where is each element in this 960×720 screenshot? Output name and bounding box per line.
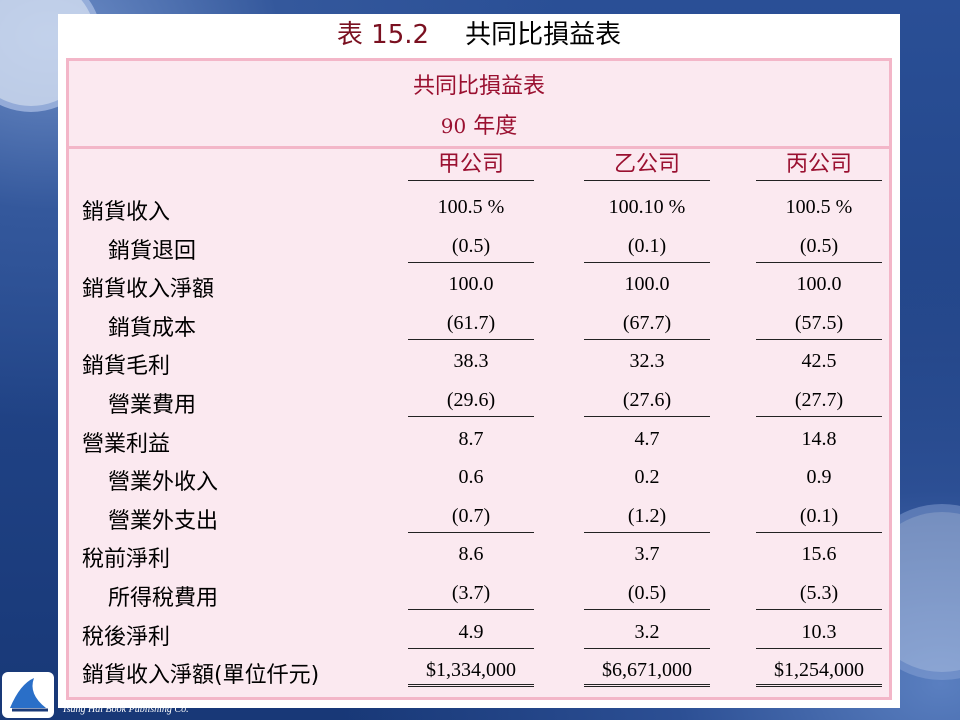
row-value-col-2: (0.5): [584, 582, 710, 610]
row-value-col-2: 0.2: [634, 466, 660, 489]
row-value-col-2: 32.3: [629, 350, 665, 373]
row-value-col-2: 3.2: [584, 621, 710, 649]
row-label: 所得稅費用: [108, 586, 219, 611]
row-label: 稅前淨利: [82, 547, 171, 573]
statement-row: 營業外支出 (0.7) (1.2) (0.1): [0, 497, 960, 535]
row-value-col-2: 4.7: [634, 427, 660, 450]
row-label: 營業利益: [82, 431, 171, 457]
row-value-col-1: 100.5 %: [437, 196, 505, 218]
statement-row: 銷貨收入淨額 100.0 100.0 100.0: [0, 265, 960, 303]
row-value-col-1: $1,334,000: [408, 659, 534, 688]
row-value-col-3: 42.5: [801, 350, 837, 373]
column-header-2: 乙公司: [584, 150, 710, 181]
statement-row: 營業外收入 0.6 0.2 0.9: [0, 458, 960, 496]
row-value-col-2: 3.7: [634, 543, 660, 566]
row-value-col-3: 100.5 %: [785, 196, 853, 218]
statement-row: 稅前淨利 8.6 3.7 15.6: [0, 535, 960, 573]
row-label: 營業費用: [108, 393, 197, 418]
publisher-name: Tsang Hai Book Publishing Co.: [62, 704, 189, 715]
row-value-col-3: 0.9: [806, 466, 832, 489]
row-value-col-1: (3.7): [408, 582, 534, 610]
row-value-col-1: 100.0: [448, 273, 494, 296]
row-value-col-3: 14.8: [801, 427, 837, 450]
row-value-col-1: (0.7): [408, 505, 534, 533]
row-value-col-2: (27.6): [584, 389, 710, 417]
year-suffix: 年度: [473, 114, 518, 139]
row-label: 營業外收入: [108, 470, 219, 496]
statement-row: 銷貨收入 100.5 % 100.10 % 100.5 %: [0, 188, 960, 226]
row-value-col-1: 0.6: [458, 466, 484, 489]
row-value-col-2: $6,671,000: [584, 659, 710, 688]
statement-panel: [66, 58, 892, 700]
row-label: 營業外支出: [108, 508, 219, 534]
row-value-col-3: (5.3): [756, 582, 882, 610]
row-value-col-1: 38.3: [453, 350, 489, 373]
row-value-col-1: 8.6: [458, 543, 484, 566]
row-value-col-2: (67.7): [584, 312, 710, 340]
row-value-col-2: 100.0: [624, 273, 670, 296]
row-value-col-1: 4.9: [408, 621, 534, 649]
row-label: 銷貨收入: [82, 200, 171, 225]
row-value-col-1: (0.5): [408, 235, 534, 263]
year-number: 90: [440, 114, 467, 138]
column-header-3: 丙公司: [756, 150, 882, 181]
statement-row: 銷貨收入淨額(單位仟元) $1,334,000 $6,671,000 $1,254,0…: [0, 651, 960, 689]
statement-row: 營業利益 8.7 4.7 14.8: [0, 420, 960, 458]
row-value-col-2: (1.2): [584, 505, 710, 533]
publisher-logo-icon: [2, 672, 54, 718]
table-number: 表 15.2: [336, 20, 430, 50]
row-value-col-2: 100.10 %: [608, 196, 686, 218]
statement-row: 所得稅費用 (3.7) (0.5) (5.3): [0, 574, 960, 612]
statement-row: 銷貨成本 (61.7) (67.7) (57.5): [0, 304, 960, 342]
row-value-col-3: 100.0: [796, 273, 842, 296]
slide-title: 表 15.2 共同比損益表: [58, 14, 900, 56]
row-value-col-3: (0.5): [756, 235, 882, 263]
statement-year: 90 年度: [66, 108, 892, 140]
row-label: 銷貨成本: [108, 315, 197, 341]
row-value-col-2: (0.1): [584, 235, 710, 263]
statement-row: 銷貨毛利 38.3 32.3 42.5: [0, 342, 960, 380]
header-divider: [66, 146, 892, 149]
title-text: 共同比損益表: [465, 20, 622, 50]
row-value-col-3: (57.5): [756, 312, 882, 340]
statement-row: 營業費用 (29.6) (27.6) (27.7): [0, 381, 960, 419]
column-header-1: 甲公司: [408, 150, 534, 181]
row-value-col-3: $1,254,000: [756, 659, 882, 688]
row-value-col-3: 10.3: [756, 621, 882, 649]
row-value-col-3: (0.1): [756, 505, 882, 533]
row-label: 銷貨收入淨額(單位仟元): [82, 663, 320, 689]
row-value-col-3: (27.7): [756, 389, 882, 417]
row-label: 稅後淨利: [82, 624, 171, 650]
row-value-col-1: (29.6): [408, 389, 534, 417]
row-label: 銷貨退回: [108, 238, 197, 264]
row-value-col-1: (61.7): [408, 312, 534, 340]
row-label: 銷貨毛利: [82, 354, 171, 380]
row-value-col-1: 8.7: [458, 427, 484, 450]
row-value-col-3: 15.6: [801, 543, 837, 566]
statement-row: 稅後淨利 4.9 3.2 10.3: [0, 613, 960, 651]
statement-heading: 共同比損益表: [412, 74, 545, 99]
row-label: 銷貨收入淨額: [82, 277, 215, 303]
statement-row: 銷貨退回 (0.5) (0.1) (0.5): [0, 227, 960, 265]
